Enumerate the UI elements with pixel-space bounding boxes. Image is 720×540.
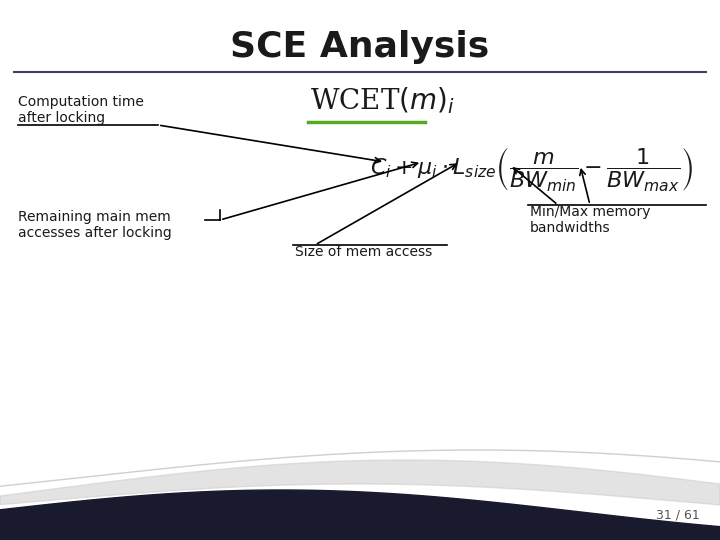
Text: Remaining main mem
accesses after locking: Remaining main mem accesses after lockin… [18, 210, 172, 240]
Text: 31 / 61: 31 / 61 [656, 509, 700, 522]
Text: WCET$(m)_i$: WCET$(m)_i$ [310, 85, 455, 116]
Text: Min/Max memory
bandwidths: Min/Max memory bandwidths [530, 205, 650, 235]
Text: $C_i + \mu_i \cdot L_{size}\left(\dfrac{m}{BW_{min}} - \dfrac{1}{BW_{max}}\right: $C_i + \mu_i \cdot L_{size}\left(\dfrac{… [370, 145, 693, 193]
Text: Computation time
after locking: Computation time after locking [18, 95, 144, 125]
Text: SCE Analysis: SCE Analysis [230, 30, 490, 64]
Text: Size of mem access: Size of mem access [295, 245, 432, 259]
